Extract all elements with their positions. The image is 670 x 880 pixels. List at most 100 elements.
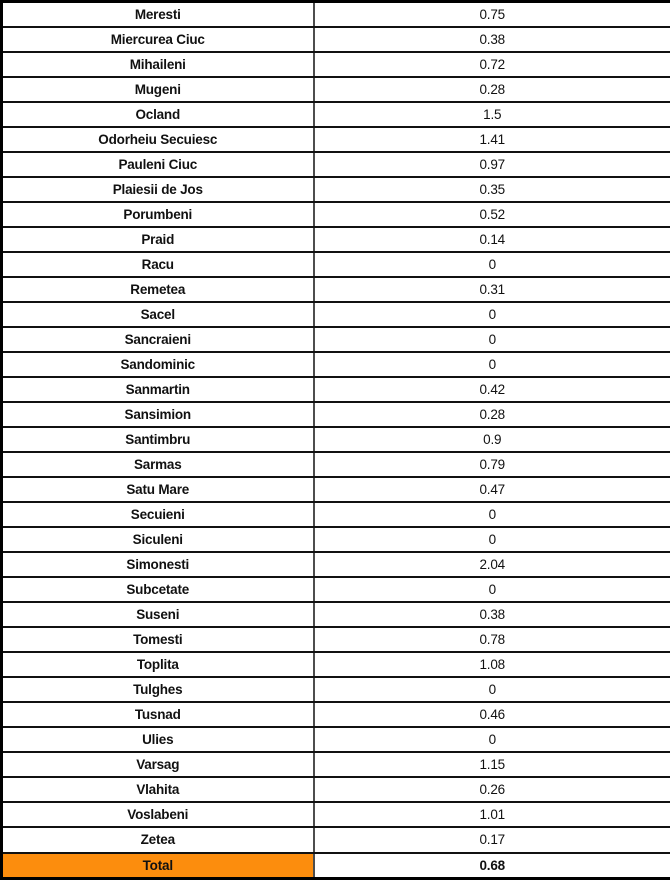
value-cell: 2.04 [313,551,670,579]
value-cell: 0 [313,526,670,554]
table-row: Miercurea Ciuc 0.38 [1,26,670,54]
value-cell: 0.38 [313,601,670,629]
locality-name-cell: Varsag [1,751,315,779]
table-row: Sandominic 0 [1,351,670,379]
locality-name-cell: Tomesti [1,626,315,654]
table-row: Siculeni 0 [1,526,670,554]
value-cell: 0.42 [313,376,670,404]
locality-name-cell: Ulies [1,726,315,754]
locality-name-cell: Sanmartin [1,376,315,404]
table-row: Sancraieni 0 [1,326,670,354]
locality-name-cell: Sandominic [1,351,315,379]
value-cell: 0.28 [313,401,670,429]
locality-name-cell: Tulghes [1,676,315,704]
value-cell: 0 [313,251,670,279]
locality-name-cell: Sansimion [1,401,315,429]
locality-name-cell: Subcetate [1,576,315,604]
table-row: Varsag 1.15 [1,751,670,779]
value-cell: 0.31 [313,276,670,304]
table-row: Ulies 0 [1,726,670,754]
value-cell: 0.75 [313,0,670,29]
table-row: Zetea 0.17 [1,826,670,854]
value-cell: 0.97 [313,151,670,179]
locality-name-cell: Praid [1,226,315,254]
value-cell: 0.26 [313,776,670,804]
table-row: Tusnad 0.46 [1,701,670,729]
value-cell: 0 [313,301,670,329]
table-row: Voslabeni 1.01 [1,801,670,829]
table-row: Ocland 1.5 [1,101,670,129]
table-row: Pauleni Ciuc 0.97 [1,151,670,179]
value-cell: 1.08 [313,651,670,679]
locality-name-cell: Simonesti [1,551,315,579]
table-row: Tomesti 0.78 [1,626,670,654]
table-row: Plaiesii de Jos 0.35 [1,176,670,204]
locality-name-cell: Pauleni Ciuc [1,151,315,179]
value-cell: 0.46 [313,701,670,729]
locality-name-cell: Vlahita [1,776,315,804]
value-cell: 0.9 [313,426,670,454]
value-cell: 0.79 [313,451,670,479]
table-row: Racu 0 [1,251,670,279]
value-cell: 0.72 [313,51,670,79]
total-row: Total 0.68 [1,851,670,880]
value-cell: 0.78 [313,626,670,654]
value-cell: 0.52 [313,201,670,229]
value-cell: 0 [313,501,670,529]
locality-name-cell: Porumbeni [1,201,315,229]
locality-name-cell: Secuieni [1,501,315,529]
table-row: Mugeni 0.28 [1,76,670,104]
value-cell: 0 [313,351,670,379]
table-row: Toplita 1.08 [1,651,670,679]
table-row: Sarmas 0.79 [1,451,670,479]
locality-name-cell: Voslabeni [1,801,315,829]
value-cell: 1.5 [313,101,670,129]
table-row: Vlahita 0.26 [1,776,670,804]
value-cell: 0.17 [313,826,670,854]
table-row: Tulghes 0 [1,676,670,704]
locality-table-footer: Total 0.68 [1,851,670,880]
total-label-cell: Total [1,851,315,880]
table-row: Simonesti 2.04 [1,551,670,579]
locality-name-cell: Mihaileni [1,51,315,79]
locality-name-cell: Mugeni [1,76,315,104]
table-row: Mihaileni 0.72 [1,51,670,79]
table-row: Sanmartin 0.42 [1,376,670,404]
locality-name-cell: Racu [1,251,315,279]
locality-name-cell: Satu Mare [1,476,315,504]
table-row: Praid 0.14 [1,226,670,254]
value-cell: 1.41 [313,126,670,154]
locality-name-cell: Ocland [1,101,315,129]
locality-name-cell: Siculeni [1,526,315,554]
locality-name-cell: Odorheiu Secuiesc [1,126,315,154]
total-value-cell: 0.68 [313,851,670,880]
value-cell: 0.35 [313,176,670,204]
table-row: Subcetate 0 [1,576,670,604]
value-cell: 0 [313,576,670,604]
value-cell: 0 [313,676,670,704]
locality-name-cell: Plaiesii de Jos [1,176,315,204]
value-cell: 0 [313,726,670,754]
table-row: Sacel 0 [1,301,670,329]
locality-name-cell: Suseni [1,601,315,629]
locality-name-cell: Remetea [1,276,315,304]
locality-name-cell: Santimbru [1,426,315,454]
locality-name-cell: Sancraieni [1,326,315,354]
table-row: Satu Mare 0.47 [1,476,670,504]
locality-name-cell: Toplita [1,651,315,679]
table-row: Suseni 0.38 [1,601,670,629]
table-row: Santimbru 0.9 [1,426,670,454]
value-cell: 1.01 [313,801,670,829]
locality-table-body: Meresti 0.75 Miercurea Ciuc 0.38 Mihaileni 0.… [1,0,670,854]
value-cell: 0.47 [313,476,670,504]
table-row: Remetea 0.31 [1,276,670,304]
table-row: Porumbeni 0.52 [1,201,670,229]
locality-name-cell: Sacel [1,301,315,329]
locality-name-cell: Zetea [1,826,315,854]
value-cell: 0.14 [313,226,670,254]
table-row: Meresti 0.75 [1,0,670,29]
value-cell: 0.38 [313,26,670,54]
value-cell: 1.15 [313,751,670,779]
